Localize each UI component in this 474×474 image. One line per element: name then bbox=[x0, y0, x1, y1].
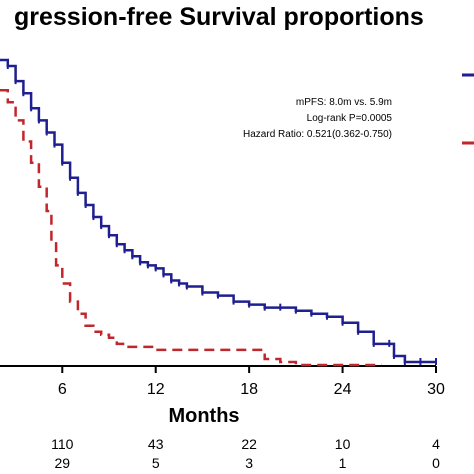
risk-row-2-value: 1 bbox=[339, 455, 347, 471]
risk-row-2-value: 5 bbox=[152, 455, 160, 471]
x-tick-label: 6 bbox=[58, 381, 67, 398]
risk-row-1-value: 43 bbox=[148, 436, 164, 452]
x-tick-label: 24 bbox=[334, 381, 352, 398]
risk-row-1-value: 22 bbox=[241, 436, 257, 452]
legend bbox=[462, 73, 474, 145]
risk-row-1-value: 110 bbox=[51, 436, 74, 452]
x-tick-label: 18 bbox=[240, 381, 258, 398]
risk-row-2-value: 3 bbox=[245, 455, 253, 471]
series-2-line bbox=[0, 88, 382, 367]
risk-table: 110 43 22 10 429 5 3 1 0 bbox=[51, 436, 440, 471]
series-layer bbox=[0, 58, 437, 367]
risk-row-2-value: 0 bbox=[432, 455, 440, 471]
risk-row-2-value: 29 bbox=[54, 455, 70, 471]
x-axis-label: Months bbox=[168, 405, 239, 427]
chart-title: gression-free Survival proportions bbox=[14, 3, 424, 31]
annotation-block: mPFS: 8.0m vs. 5.9m Log-rank P=0.0005 Ha… bbox=[243, 97, 392, 140]
annotation-logrank: Log-rank P=0.0005 bbox=[307, 113, 393, 124]
x-tick-label: 30 bbox=[427, 381, 445, 398]
x-tick-label: 12 bbox=[147, 381, 165, 398]
annotation-hazard-ratio: Hazard Ratio: 0.521(0.362-0.750) bbox=[243, 129, 392, 140]
annotation-mpfs: mPFS: 8.0m vs. 5.9m bbox=[296, 97, 392, 108]
risk-row-1-value: 10 bbox=[335, 436, 351, 452]
risk-row-1-value: 4 bbox=[432, 436, 440, 452]
x-axis-ticks: 6 12 18 24 30 bbox=[58, 366, 445, 398]
